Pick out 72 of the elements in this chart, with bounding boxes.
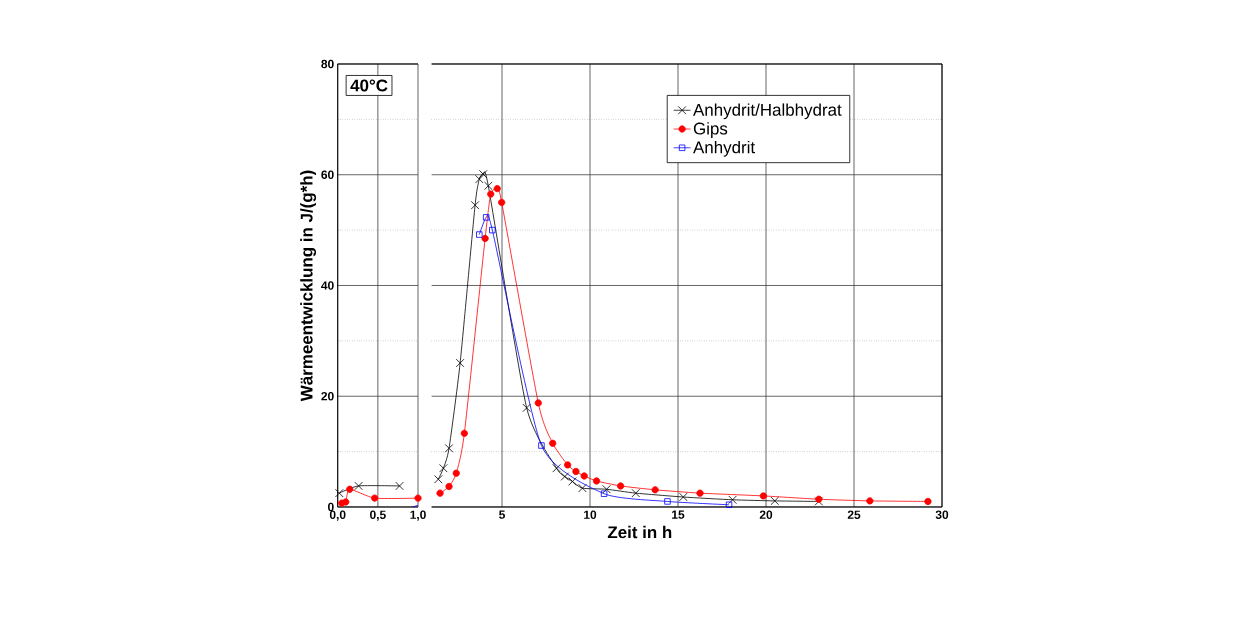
point	[522, 403, 531, 413]
point	[498, 198, 506, 207]
legend-label: Anhydrit/Halbhydrat	[693, 103, 842, 120]
x-tick-label: 10	[584, 510, 597, 519]
point	[439, 463, 448, 473]
x-tick-label: 5	[499, 510, 505, 519]
point	[493, 184, 501, 193]
point	[371, 494, 379, 502]
y-tick-label: 60	[321, 170, 334, 179]
x-tick-label: 25	[847, 510, 861, 519]
point	[478, 169, 488, 179]
point	[568, 477, 577, 486]
legend-label: Gips	[693, 122, 728, 138]
y-tick-label: 20	[321, 392, 334, 401]
point	[470, 200, 480, 210]
annotation: 40°C	[350, 79, 388, 92]
point	[602, 484, 611, 494]
point	[580, 472, 588, 480]
point	[342, 498, 350, 506]
x-tick-label: 0,0	[329, 510, 346, 521]
x-tick-label: 1,0	[410, 510, 426, 521]
legend-label: Anhydrit	[693, 140, 755, 157]
point	[414, 494, 422, 502]
y-tick-label: 40	[321, 281, 334, 290]
point	[924, 497, 932, 506]
point	[452, 469, 460, 477]
point	[482, 214, 490, 221]
point	[600, 490, 608, 497]
point	[534, 399, 542, 407]
point	[354, 481, 363, 491]
x-tick-label: 20	[759, 510, 773, 519]
point	[444, 444, 454, 453]
point	[679, 492, 688, 502]
point	[560, 472, 570, 481]
point	[549, 439, 557, 447]
point	[538, 442, 545, 449]
point	[436, 489, 444, 497]
point	[484, 181, 493, 191]
point	[489, 226, 496, 234]
point	[572, 467, 580, 476]
point	[564, 461, 572, 469]
y-tick-label: 80	[321, 59, 334, 69]
point	[631, 488, 641, 498]
point	[592, 477, 601, 485]
point	[455, 358, 465, 368]
point	[395, 481, 404, 491]
y-tick-label: 0	[328, 502, 334, 512]
point	[460, 429, 468, 437]
point	[770, 496, 780, 506]
point	[651, 486, 659, 494]
point	[476, 231, 483, 238]
point	[578, 483, 587, 493]
point	[487, 190, 495, 198]
y-axis-title: Wärmeentwicklung in J/(g*h)	[300, 170, 317, 402]
point	[866, 497, 874, 505]
point	[346, 485, 354, 493]
point	[335, 488, 344, 498]
x-axis-title: Zeit in h	[607, 525, 672, 539]
point	[445, 482, 453, 491]
x-tick-label: 0,5	[370, 510, 386, 521]
point	[617, 482, 625, 490]
point	[481, 234, 489, 243]
x-tick-label: 30	[935, 510, 949, 519]
x-tick-label: 15	[672, 510, 685, 519]
point	[664, 498, 671, 505]
point	[696, 489, 704, 497]
point	[759, 492, 767, 500]
point	[552, 463, 561, 473]
point	[475, 174, 484, 184]
point	[728, 495, 737, 505]
point	[725, 501, 733, 508]
point	[434, 475, 443, 484]
